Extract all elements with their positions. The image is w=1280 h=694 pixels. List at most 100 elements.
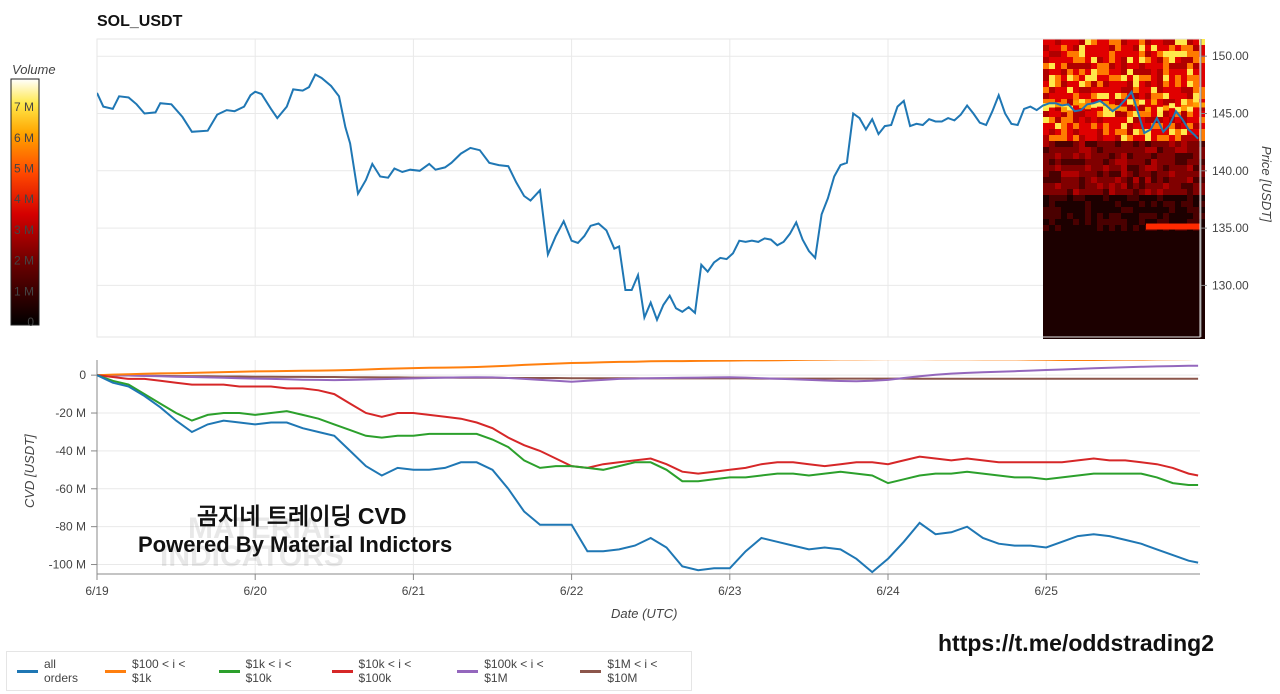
heatmap-cell (1103, 201, 1109, 207)
heatmap-cell (1146, 223, 1201, 230)
heatmap-cell (1103, 105, 1109, 111)
heatmap-cell (1163, 183, 1169, 189)
heatmap-cell (1151, 51, 1157, 57)
heatmap-cell (1061, 45, 1067, 51)
heatmap-cell (1049, 315, 1055, 321)
heatmap-cell (1079, 93, 1085, 99)
heatmap-cell (1121, 93, 1127, 99)
heatmap-cell (1055, 87, 1061, 93)
legend-item[interactable]: $1M < i < $10M (580, 657, 687, 685)
heatmap-cell (1103, 255, 1109, 261)
heatmap-cell (1103, 63, 1109, 69)
heatmap-cell (1181, 279, 1187, 285)
heatmap-cell (1187, 135, 1193, 141)
legend-item[interactable]: $100k < i < $1M (457, 657, 566, 685)
heatmap-cell (1139, 249, 1145, 255)
heatmap-cell (1121, 267, 1127, 273)
heatmap-cell (1073, 267, 1079, 273)
legend-item[interactable]: $100 < i < $1k (105, 657, 205, 685)
colorbar-gradient (10, 78, 40, 326)
heatmap-cell (1121, 141, 1127, 147)
heatmap-cell (1079, 225, 1085, 231)
heatmap-cell (1139, 147, 1145, 153)
heatmap-cell (1055, 117, 1061, 123)
heatmap-cell (1091, 267, 1097, 273)
heatmap-cell (1127, 135, 1133, 141)
heatmap-cell (1157, 106, 1163, 112)
heatmap-cell (1055, 57, 1061, 63)
heatmap-cell (1121, 243, 1127, 249)
heatmap-cell (1043, 177, 1049, 183)
heatmap-cell (1079, 87, 1085, 93)
heatmap-cell (1097, 69, 1103, 75)
heatmap-cell (1163, 63, 1169, 69)
heatmap-cell (1133, 261, 1139, 267)
heatmap-cell (1157, 177, 1163, 183)
heatmap-cell (1049, 63, 1055, 69)
heatmap-cell (1187, 159, 1193, 165)
heatmap-cell (1175, 87, 1181, 93)
heatmap-cell (1187, 39, 1193, 45)
heatmap-cell (1043, 291, 1049, 297)
heatmap-cell (1151, 327, 1157, 333)
heatmap-cell (1199, 165, 1205, 171)
heatmap-cell (1049, 309, 1055, 315)
heatmap-cell (1043, 213, 1049, 219)
legend-item[interactable]: $10k < i < $100k (331, 657, 444, 685)
heatmap-cell (1115, 333, 1121, 339)
cvd-tick-label: -100 M (49, 558, 86, 572)
heatmap-cell (1199, 327, 1205, 333)
heatmap-cell (1187, 123, 1193, 129)
heatmap-cell (1187, 315, 1193, 321)
telegram-url[interactable]: https://t.me/oddstrading2 (938, 630, 1214, 656)
heatmap-cell (1049, 291, 1055, 297)
heatmap-cell (1175, 207, 1181, 213)
legend-item[interactable]: all orders (17, 657, 91, 685)
heatmap-cell (1049, 207, 1055, 213)
heatmap-cell (1097, 81, 1103, 87)
heatmap-cell (1073, 135, 1079, 141)
heatmap-cell (1073, 171, 1079, 177)
heatmap-cell (1133, 141, 1139, 147)
heatmap-cell (1061, 225, 1067, 231)
cvd-tick-label: -80 M (55, 520, 86, 534)
heatmap-cell (1049, 195, 1055, 201)
heatmap-cell (1175, 106, 1181, 112)
heatmap-cell (1127, 63, 1133, 69)
heatmap-cell (1055, 237, 1061, 243)
heatmap-cell (1091, 81, 1097, 87)
heatmap-cell (1067, 57, 1073, 63)
heatmap-cell (1133, 207, 1139, 213)
heatmap-cell (1073, 213, 1079, 219)
heatmap-cell (1139, 165, 1145, 171)
heatmap-cell (1109, 189, 1115, 195)
heatmap-cell (1115, 225, 1121, 231)
heatmap-cell (1145, 117, 1151, 123)
legend-item[interactable]: $1k < i < $10k (218, 657, 318, 685)
heatmap-cell (1193, 267, 1199, 273)
cvd-series-line (97, 364, 1199, 383)
legend-swatch (105, 669, 127, 673)
heatmap-cell (1175, 249, 1181, 255)
heatmap-cell (1109, 51, 1115, 57)
heatmap-cell (1043, 285, 1049, 291)
heatmap-cell (1127, 249, 1133, 255)
heatmap-cell (1151, 267, 1157, 273)
heatmap-cell (1091, 183, 1097, 189)
heatmap-cell (1115, 303, 1121, 309)
legend-label: $10k < i < $100k (358, 657, 412, 685)
heatmap-cell (1085, 135, 1091, 141)
heatmap-cell (1187, 177, 1193, 183)
heatmap-cell (1151, 129, 1157, 135)
heatmap-cell (1121, 309, 1127, 315)
heatmap-cell (1091, 153, 1097, 159)
heatmap-cell (1085, 231, 1091, 237)
heatmap-cell (1169, 135, 1175, 141)
heatmap-cell (1145, 297, 1151, 303)
heatmap-cell (1133, 93, 1139, 99)
heatmap-cell (1067, 267, 1073, 273)
heatmap-cell (1133, 153, 1139, 159)
heatmap-cell (1103, 81, 1109, 87)
heatmap-cell (1145, 315, 1151, 321)
heatmap-cell (1079, 273, 1085, 279)
